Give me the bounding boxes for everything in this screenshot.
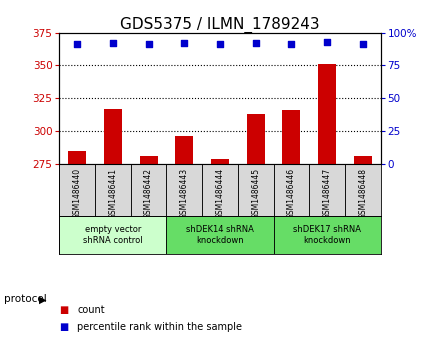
Bar — [247, 114, 264, 164]
Bar — [274, 216, 381, 254]
Text: GSM1486440: GSM1486440 — [73, 168, 82, 219]
Bar — [131, 164, 166, 216]
Bar — [211, 159, 229, 164]
Bar — [68, 151, 86, 164]
Point — [74, 42, 81, 48]
Point — [252, 40, 259, 46]
Text: ▶: ▶ — [39, 294, 46, 305]
Point — [145, 42, 152, 48]
Text: ■: ■ — [59, 322, 69, 332]
Bar — [176, 136, 193, 164]
Point — [110, 40, 117, 46]
Text: shDEK17 shRNA
knockdown: shDEK17 shRNA knockdown — [293, 225, 361, 245]
Point — [288, 42, 295, 48]
Text: GSM1486446: GSM1486446 — [287, 168, 296, 219]
Text: ■: ■ — [59, 305, 69, 315]
Text: GSM1486447: GSM1486447 — [323, 168, 332, 219]
Text: GSM1486445: GSM1486445 — [251, 168, 260, 219]
Bar — [318, 64, 336, 164]
Bar — [354, 156, 372, 164]
Text: empty vector
shRNA control: empty vector shRNA control — [83, 225, 143, 245]
Bar — [309, 164, 345, 216]
Title: GDS5375 / ILMN_1789243: GDS5375 / ILMN_1789243 — [120, 16, 320, 33]
Text: percentile rank within the sample: percentile rank within the sample — [77, 322, 242, 332]
Text: count: count — [77, 305, 105, 315]
Bar — [282, 110, 300, 164]
Point — [216, 42, 224, 48]
Bar — [166, 216, 274, 254]
Bar — [139, 156, 158, 164]
Text: protocol: protocol — [4, 294, 47, 305]
Point — [181, 40, 188, 46]
Bar — [345, 164, 381, 216]
Bar — [238, 164, 274, 216]
Bar — [95, 164, 131, 216]
Bar — [202, 164, 238, 216]
Point — [323, 39, 330, 45]
Bar — [166, 164, 202, 216]
Text: GSM1486443: GSM1486443 — [180, 168, 189, 219]
Text: GSM1486444: GSM1486444 — [216, 168, 224, 219]
Bar — [104, 109, 122, 164]
Bar — [59, 216, 166, 254]
Point — [359, 42, 366, 48]
Text: GSM1486441: GSM1486441 — [108, 168, 117, 219]
Text: shDEK14 shRNA
knockdown: shDEK14 shRNA knockdown — [186, 225, 254, 245]
Text: GSM1486442: GSM1486442 — [144, 168, 153, 219]
Text: GSM1486448: GSM1486448 — [358, 168, 367, 219]
Bar — [59, 164, 95, 216]
Bar — [274, 164, 309, 216]
